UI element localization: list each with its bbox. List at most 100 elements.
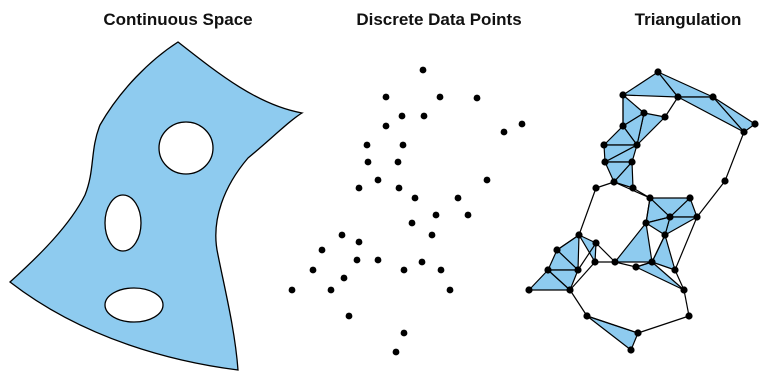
mesh-node <box>721 177 729 185</box>
data-point <box>483 176 491 184</box>
mesh-node <box>685 312 693 320</box>
mesh-node <box>629 184 637 192</box>
data-point <box>374 176 382 184</box>
data-point <box>400 266 408 274</box>
triangle-face <box>645 216 671 236</box>
triangle-face <box>578 234 597 263</box>
mesh-node <box>610 178 618 186</box>
triangle-edge <box>586 315 639 334</box>
mesh-node <box>591 258 599 266</box>
mesh-node <box>666 213 674 221</box>
data-point <box>382 93 390 101</box>
triangle-face <box>677 96 745 133</box>
data-point <box>500 128 508 136</box>
continuous-surface <box>8 41 304 371</box>
mesh-node <box>600 141 608 149</box>
panel-title-continuous-space: Continuous Space <box>103 10 253 29</box>
triangle-face <box>547 269 579 291</box>
mesh-node <box>583 312 591 320</box>
surface-hole-top <box>158 121 214 175</box>
triangle-edge <box>569 289 588 317</box>
panel-title-discrete-data-points: Discrete Data Points <box>356 10 522 29</box>
data-point <box>432 211 440 219</box>
mesh-node <box>553 246 561 254</box>
data-point <box>364 158 372 166</box>
data-point <box>400 329 408 337</box>
triangle-edge <box>595 242 616 263</box>
triangle-edge <box>651 234 666 263</box>
continuous-space-panel <box>8 41 304 371</box>
mesh-node <box>661 113 669 121</box>
mesh-node <box>525 286 533 294</box>
mesh-node <box>592 239 600 247</box>
data-point <box>392 348 400 356</box>
data-point <box>446 286 454 294</box>
data-point <box>464 211 472 219</box>
data-point <box>363 141 371 149</box>
triangle-edge <box>637 315 690 334</box>
triangle-edge <box>569 261 596 291</box>
data-point <box>309 266 317 274</box>
triangle-edge <box>674 216 698 271</box>
data-point <box>353 256 361 264</box>
triangle-nodes <box>525 68 759 354</box>
mesh-node <box>628 158 636 166</box>
data-point <box>355 184 363 192</box>
mesh-node <box>627 346 635 354</box>
data-point <box>428 231 436 239</box>
data-point <box>411 194 419 202</box>
data-point <box>340 274 348 282</box>
data-point <box>454 194 462 202</box>
triangle-edge <box>683 289 690 317</box>
data-point <box>338 231 346 239</box>
data-point <box>418 258 426 266</box>
mesh-node <box>566 286 574 294</box>
mesh-node <box>661 231 669 239</box>
mesh-node <box>648 258 656 266</box>
triangle-edge <box>556 234 580 251</box>
mesh-node <box>740 128 748 136</box>
triangle-face <box>613 161 634 189</box>
triangle-edge <box>724 131 745 182</box>
triangle-face <box>614 222 653 263</box>
mesh-node <box>632 263 640 271</box>
data-point <box>398 112 406 120</box>
data-point <box>395 184 403 192</box>
mesh-node <box>544 266 552 274</box>
mesh-node <box>693 213 701 221</box>
triangle-edge <box>674 269 685 291</box>
triangle-edge <box>577 242 597 271</box>
mesh-node <box>751 120 759 128</box>
mesh-node <box>574 266 582 274</box>
mesh-node <box>654 68 662 76</box>
mesh-node <box>575 231 583 239</box>
data-point <box>419 66 427 74</box>
surface-hole-middle <box>104 194 142 252</box>
data-point <box>394 158 402 166</box>
mesh-node <box>646 194 654 202</box>
data-point <box>437 266 445 274</box>
data-point <box>345 312 353 320</box>
mesh-node <box>674 93 682 101</box>
triangulation-panel <box>525 68 759 354</box>
discrete-points-panel <box>288 66 526 356</box>
surface-hole-bottom <box>104 287 164 323</box>
mesh-node <box>680 286 688 294</box>
panel-title-triangulation: Triangulation <box>634 10 742 29</box>
triangle-face <box>586 315 639 351</box>
mesh-node <box>709 93 717 101</box>
data-point <box>382 122 390 130</box>
mesh-node <box>633 141 641 149</box>
mesh-node <box>634 329 642 337</box>
mesh-node <box>619 122 627 130</box>
triangle-edge <box>664 96 679 118</box>
data-point <box>408 219 416 227</box>
data-point <box>374 256 382 264</box>
mesh-node <box>619 91 627 99</box>
triangle-edge <box>645 197 651 224</box>
data-point <box>327 286 335 294</box>
data-point <box>420 112 428 120</box>
data-point <box>288 286 296 294</box>
data-point <box>399 141 407 149</box>
